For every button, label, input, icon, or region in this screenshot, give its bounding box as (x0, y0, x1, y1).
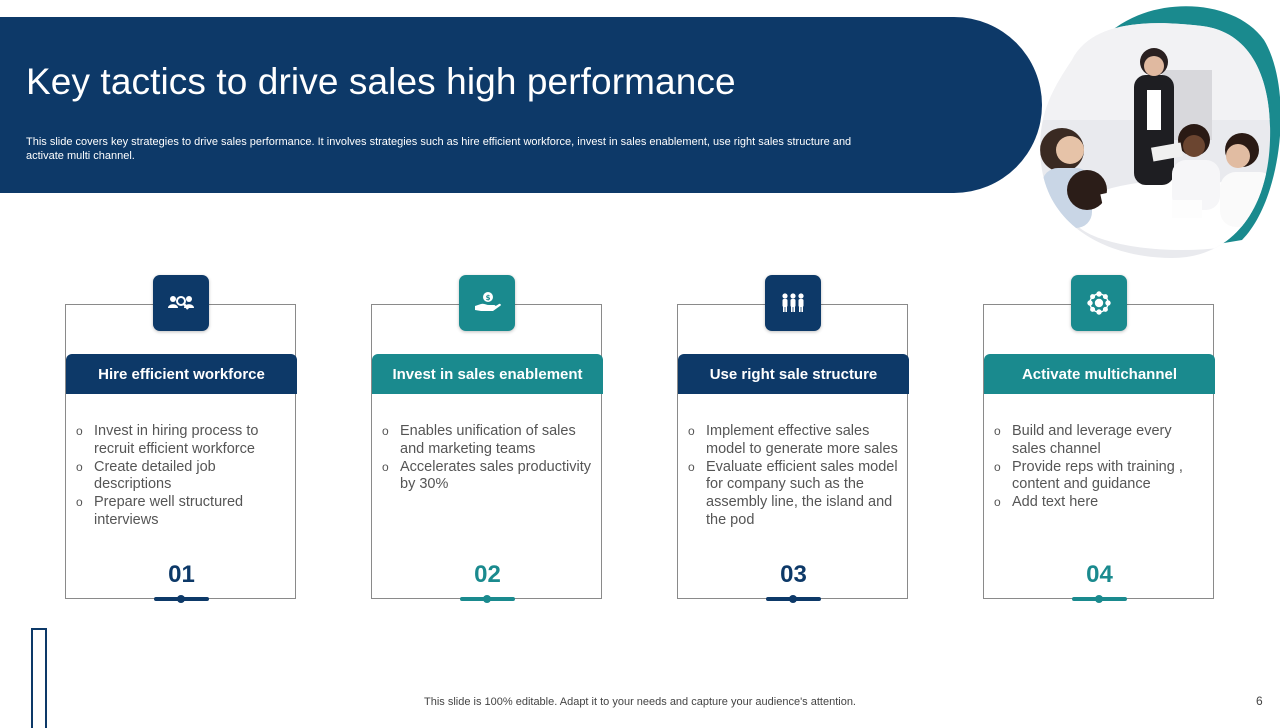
bullet-item: Enables unification of sales and marketi… (382, 423, 597, 459)
footer-note: This slide is 100% editable. Adapt it to… (424, 696, 856, 708)
bullet-item: Evaluate efficient sales model for compa… (688, 459, 903, 530)
bullet-item: Prepare well structured interviews (76, 494, 291, 530)
card-indicator (460, 595, 515, 603)
card-number: 04 (1086, 561, 1113, 588)
card-indicator (154, 595, 209, 603)
card-title: Use right sale structure (678, 354, 909, 394)
card-bullets: Build and leverage every sales channel P… (994, 423, 1209, 512)
card-indicator (766, 595, 821, 603)
bullet-item: Add text here (994, 494, 1209, 512)
bullet-item: Build and leverage every sales channel (994, 423, 1209, 459)
team-icon (765, 275, 821, 331)
bullet-item: Implement effective sales model to gener… (688, 423, 903, 459)
bullet-item: Accelerates sales productivity by 30% (382, 459, 597, 495)
card-bullets: Enables unification of sales and marketi… (382, 423, 597, 494)
card-number: 02 (474, 561, 501, 588)
card-bullets: Implement effective sales model to gener… (688, 423, 903, 530)
slide-title: Key tactics to drive sales high performa… (26, 61, 736, 102)
slide-subtitle: This slide covers key strategies to driv… (26, 136, 852, 162)
tactic-card-1: Hire efficient workforce Invest in hirin… (65, 275, 297, 603)
bullet-item: Invest in hiring process to recruit effi… (76, 423, 291, 459)
hand-money-icon: $ (459, 275, 515, 331)
network-icon (1071, 275, 1127, 331)
card-bullets: Invest in hiring process to recruit effi… (76, 423, 291, 530)
tactic-card-2: $ Invest in sales enablement Enables uni… (371, 275, 603, 603)
svg-text:$: $ (486, 294, 491, 302)
meeting-photo (1032, 0, 1280, 262)
page-number: 6 (1256, 694, 1263, 708)
bullet-item: Create detailed job descriptions (76, 459, 291, 495)
card-number: 03 (780, 561, 807, 588)
card-title: Invest in sales enablement (372, 354, 603, 394)
bullet-item: Provide reps with training , content and… (994, 459, 1209, 495)
card-title: Activate multichannel (984, 354, 1215, 394)
card-title: Hire efficient workforce (66, 354, 297, 394)
people-search-icon (153, 275, 209, 331)
tactic-card-4: Activate multichannel Build and leverage… (983, 275, 1215, 603)
tactic-card-3: Use right sale structure Implement effec… (677, 275, 909, 603)
card-indicator (1072, 595, 1127, 603)
decorative-bracket (31, 628, 47, 728)
header-band: Key tactics to drive sales high performa… (0, 17, 1042, 193)
card-number: 01 (168, 561, 195, 588)
